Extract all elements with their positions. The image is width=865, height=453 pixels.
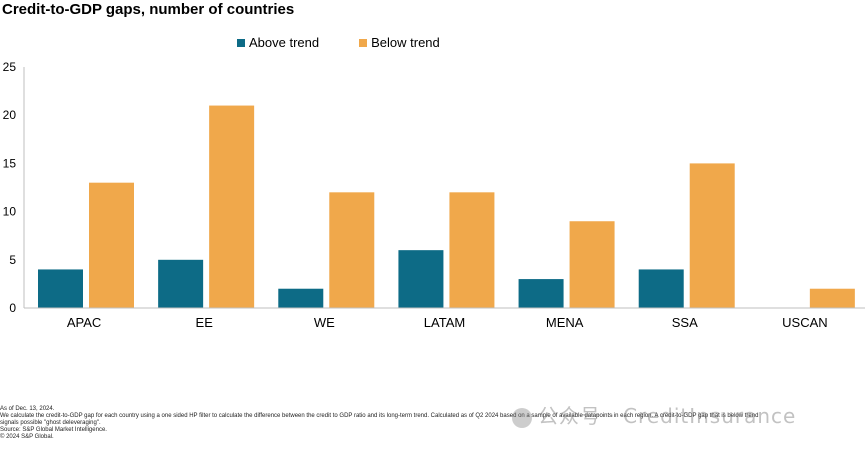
x-tick-label-mena: MENA bbox=[546, 315, 584, 330]
footnote-date: As of Dec. 13, 2024. bbox=[0, 406, 55, 412]
x-tick-label-uscan: USCAN bbox=[782, 315, 828, 330]
legend-label-above: Above trend bbox=[249, 35, 320, 50]
y-tick-label: 25 bbox=[3, 60, 17, 74]
bar-below-apac bbox=[89, 182, 134, 308]
y-tick-label: 20 bbox=[3, 108, 17, 122]
y-tick-label: 10 bbox=[3, 205, 17, 219]
bar-chart: 0 5 10 15 20 25 APAC EE WE LATAM MENA SSA USCAN bbox=[3, 60, 865, 330]
watermark: 公众号 · CreditInsurance bbox=[512, 400, 796, 429]
bar-above-ssa bbox=[638, 269, 684, 308]
chart-title: Credit-to-GDP gaps, number of countries bbox=[2, 1, 295, 18]
x-tick-label-latam: LATAM bbox=[424, 315, 465, 330]
bar-above-latam bbox=[398, 250, 444, 308]
footnote-method-cont: signals possible "ghost deleveraging". bbox=[0, 420, 101, 426]
watermark-text: 公众号 · CreditInsurance bbox=[538, 404, 797, 428]
y-tick-label: 15 bbox=[3, 156, 17, 170]
y-tick-label: 5 bbox=[9, 253, 16, 267]
footnote-copyright: © 2024 S&P Global. bbox=[0, 434, 54, 440]
bar-above-mena bbox=[518, 279, 564, 308]
legend-label-below: Below trend bbox=[371, 35, 440, 50]
bar-below-ssa bbox=[689, 163, 735, 308]
wechat-icon bbox=[512, 407, 532, 428]
x-axis: APAC EE WE LATAM MENA SSA USCAN bbox=[24, 307, 865, 330]
bar-below-mena bbox=[569, 221, 615, 308]
bar-above-ee bbox=[158, 259, 204, 308]
bars bbox=[38, 105, 855, 308]
legend: Above trend Below trend bbox=[237, 35, 440, 50]
y-axis: 0 5 10 15 20 25 bbox=[3, 60, 25, 315]
footnote-method: We calculate the credit-to-GDP gap for e… bbox=[0, 413, 759, 419]
bar-below-we bbox=[329, 192, 375, 308]
x-tick-label-apac: APAC bbox=[67, 315, 101, 330]
x-tick-label-ee: EE bbox=[196, 315, 214, 330]
x-tick-label-ssa: SSA bbox=[672, 315, 698, 330]
bar-below-ee bbox=[209, 105, 255, 308]
y-tick-label: 0 bbox=[9, 301, 16, 315]
bar-below-latam bbox=[449, 192, 495, 308]
x-tick-label-we: WE bbox=[314, 315, 335, 330]
legend-swatch-above bbox=[237, 38, 245, 47]
footnote-source: Source: S&P Global Market Intelligence. bbox=[0, 427, 107, 433]
bar-below-uscan bbox=[809, 288, 855, 308]
footnotes: As of Dec. 13, 2024. We calculate the cr… bbox=[0, 406, 850, 441]
bar-above-we bbox=[278, 288, 324, 308]
legend-swatch-below bbox=[359, 38, 368, 47]
bar-above-apac bbox=[38, 269, 83, 308]
legend-item-above: Above trend bbox=[237, 35, 319, 50]
legend-item-below: Below trend bbox=[359, 35, 440, 50]
